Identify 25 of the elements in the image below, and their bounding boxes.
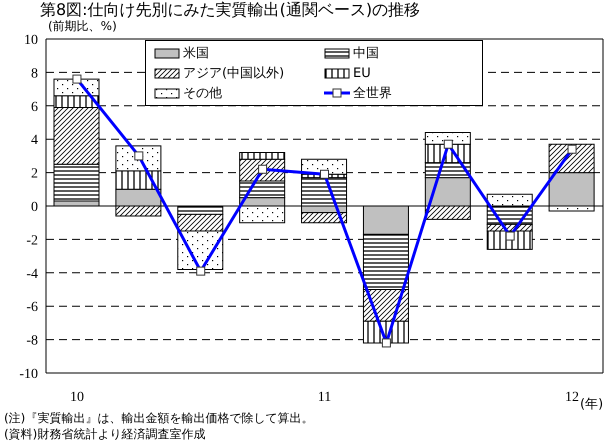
x-tick-label: 11 — [318, 390, 332, 405]
y-tick-label: 8 — [31, 66, 38, 82]
legend-label: その他 — [183, 85, 222, 102]
text: (注)『実質輸出』は、輸出金額を輸出価格で除して算出。 — [4, 410, 314, 426]
y-tick-label: -2 — [26, 233, 38, 248]
chart-subtitle: (前期比、%) — [48, 19, 117, 33]
x-axis-title: (年) — [580, 396, 604, 413]
y-tick-label: -4 — [26, 266, 38, 282]
x-tick-label: 12 — [565, 390, 580, 405]
y-tick-label: -10 — [19, 366, 38, 382]
legend-label: EU — [353, 66, 371, 80]
y-tick-label: 6 — [31, 100, 38, 115]
y-tick-label: 2 — [31, 166, 38, 182]
y-tick-label: -8 — [26, 334, 38, 349]
legend-label: 米国 — [183, 45, 209, 62]
chart-title: 第8図:仕向け先別にみた実質輸出(通関ベース)の推移 — [40, 0, 420, 19]
y-tick-label: 4 — [31, 133, 38, 148]
x-tick-label: 10 — [70, 390, 84, 405]
legend-label: アジア(中国以外) — [183, 65, 284, 82]
y-tick-label: 0 — [31, 200, 38, 215]
y-tick-label: -6 — [26, 300, 38, 316]
legend-label: 全世界 — [353, 85, 392, 102]
legend-label: 中国 — [353, 45, 379, 62]
y-tick-label: 10 — [24, 32, 38, 48]
text: (資料)財務省統計より経済調査室作成 — [4, 426, 206, 442]
